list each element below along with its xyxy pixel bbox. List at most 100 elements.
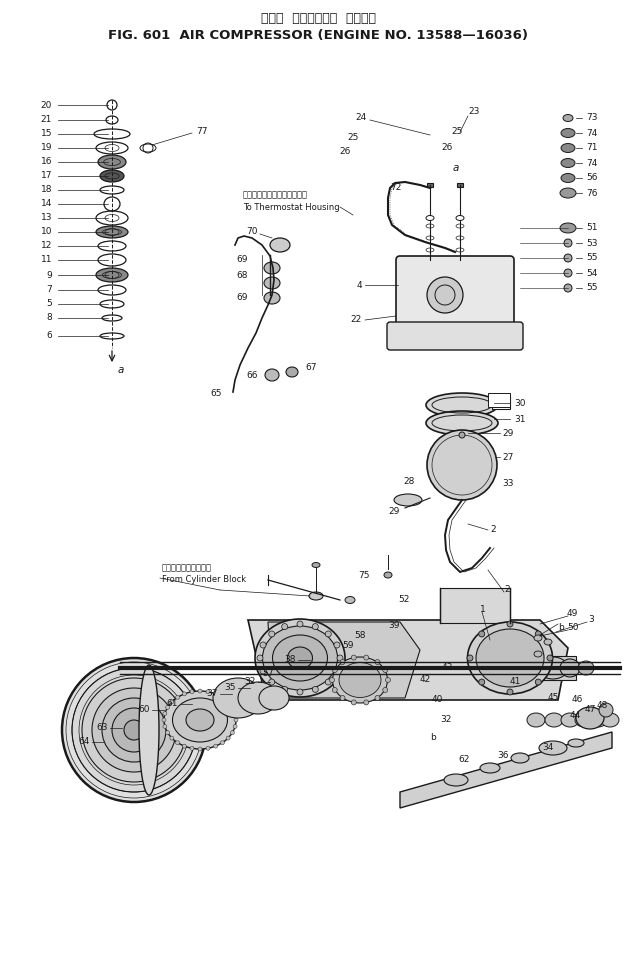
Text: 41: 41 [510, 678, 521, 687]
Ellipse shape [286, 367, 298, 377]
Circle shape [206, 746, 210, 750]
Circle shape [226, 700, 230, 704]
Ellipse shape [384, 572, 392, 578]
Circle shape [337, 655, 343, 661]
Ellipse shape [560, 223, 576, 233]
Circle shape [170, 736, 174, 740]
Circle shape [166, 730, 169, 734]
Ellipse shape [601, 713, 619, 727]
Circle shape [547, 655, 553, 661]
Ellipse shape [213, 678, 263, 718]
Text: 11: 11 [41, 255, 52, 265]
Ellipse shape [539, 741, 567, 755]
Circle shape [282, 687, 288, 693]
Ellipse shape [444, 774, 468, 786]
Text: 49: 49 [567, 610, 578, 618]
Ellipse shape [100, 170, 124, 182]
Ellipse shape [578, 661, 594, 675]
Circle shape [62, 658, 206, 802]
Text: 28: 28 [403, 477, 415, 486]
Circle shape [162, 718, 166, 722]
Circle shape [82, 678, 186, 782]
Ellipse shape [534, 651, 542, 657]
Text: 64: 64 [78, 737, 90, 746]
Circle shape [220, 740, 224, 745]
Text: 25: 25 [347, 132, 359, 141]
Ellipse shape [468, 622, 552, 694]
Circle shape [479, 631, 485, 637]
Ellipse shape [576, 707, 604, 729]
Ellipse shape [561, 173, 575, 182]
Circle shape [333, 667, 337, 672]
Text: 13: 13 [41, 213, 52, 222]
Text: 38: 38 [285, 656, 296, 664]
Ellipse shape [561, 159, 575, 168]
Bar [427, 183, 433, 187]
Ellipse shape [262, 626, 338, 690]
Circle shape [163, 725, 167, 729]
Circle shape [190, 746, 194, 750]
Text: 57: 57 [262, 669, 274, 679]
Circle shape [383, 688, 388, 693]
Text: 73: 73 [586, 114, 598, 123]
Text: 3: 3 [588, 616, 594, 624]
Circle shape [257, 655, 263, 661]
Polygon shape [248, 620, 568, 700]
Ellipse shape [563, 115, 573, 122]
Text: 6: 6 [47, 331, 52, 341]
Text: 32: 32 [440, 716, 452, 725]
Circle shape [231, 730, 234, 734]
Circle shape [375, 695, 380, 700]
Circle shape [206, 690, 210, 693]
Circle shape [312, 623, 318, 629]
Text: 34: 34 [542, 743, 554, 753]
Text: シリンダブロックから: シリンダブロックから [162, 564, 212, 573]
Ellipse shape [96, 226, 128, 238]
Ellipse shape [561, 129, 575, 137]
Bar [536, 656, 576, 680]
Text: エアー  コンプレッサ  適用号機: エアー コンプレッサ 適用号機 [261, 12, 376, 24]
Circle shape [269, 631, 275, 637]
Text: 40: 40 [432, 695, 443, 704]
Circle shape [340, 695, 345, 700]
Text: 55: 55 [586, 283, 598, 292]
Text: 33: 33 [502, 478, 513, 488]
Text: 2: 2 [504, 585, 510, 594]
Text: 25: 25 [451, 128, 462, 136]
Circle shape [166, 705, 169, 709]
Ellipse shape [287, 647, 313, 669]
Text: 4: 4 [356, 281, 362, 289]
Ellipse shape [538, 657, 568, 679]
Circle shape [334, 642, 340, 648]
Ellipse shape [186, 709, 214, 731]
Ellipse shape [312, 563, 320, 568]
Circle shape [507, 621, 513, 627]
Ellipse shape [534, 635, 542, 641]
Text: FIG. 601  AIR COMPRESSOR (ENGINE NO. 13588—16036): FIG. 601 AIR COMPRESSOR (ENGINE NO. 1358… [108, 29, 529, 43]
Bar [440, 588, 510, 623]
Text: 24: 24 [355, 113, 366, 122]
Ellipse shape [139, 665, 159, 795]
Text: 5: 5 [47, 299, 52, 309]
Circle shape [213, 744, 218, 748]
Circle shape [231, 705, 234, 709]
Text: 55: 55 [586, 253, 598, 263]
Circle shape [351, 656, 356, 660]
Ellipse shape [459, 432, 465, 438]
Text: 52: 52 [398, 595, 410, 605]
Text: b: b [558, 623, 564, 632]
Ellipse shape [164, 691, 236, 749]
Text: 74: 74 [586, 129, 598, 137]
Circle shape [260, 668, 266, 674]
Text: 18: 18 [41, 185, 52, 195]
FancyBboxPatch shape [387, 322, 523, 350]
Text: 74: 74 [586, 159, 598, 168]
Circle shape [535, 631, 541, 637]
Circle shape [383, 667, 388, 672]
Circle shape [260, 642, 266, 648]
Text: 31: 31 [514, 415, 526, 424]
Ellipse shape [259, 686, 289, 710]
Text: 20: 20 [41, 100, 52, 109]
Text: 17: 17 [41, 171, 52, 180]
Ellipse shape [173, 698, 227, 742]
